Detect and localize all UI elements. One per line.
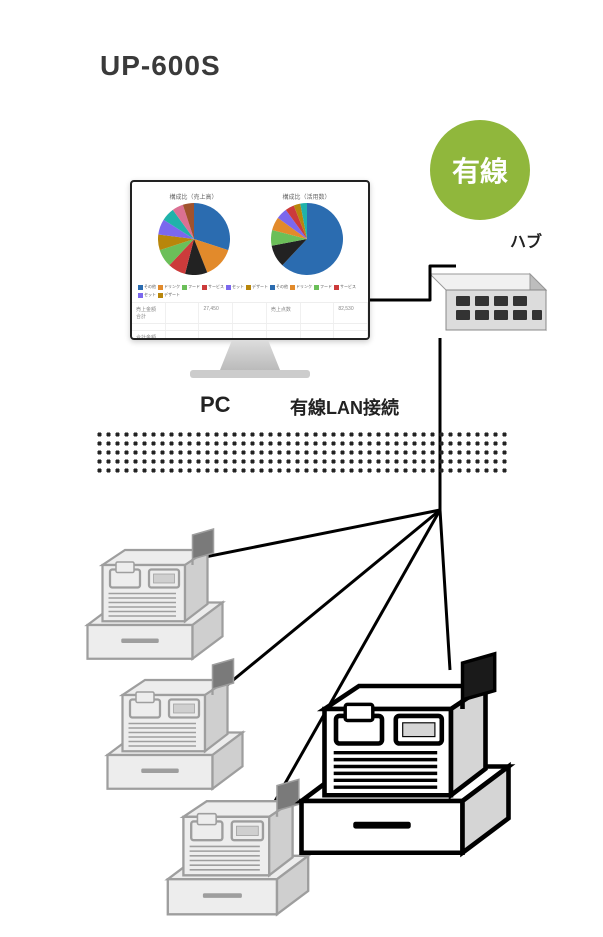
legend-item: ドリンク — [290, 284, 312, 290]
legend-item: サービス — [334, 284, 356, 290]
legend-item: サービス — [202, 284, 224, 290]
pie-1-svg — [158, 203, 230, 275]
legend-item: デザート — [246, 284, 268, 290]
hub-svg — [420, 260, 550, 340]
network-hub — [420, 260, 550, 340]
chart2-title: 構成比（活用数） — [271, 192, 343, 201]
chart1-title: 構成比（売上高） — [158, 192, 230, 201]
legend-item: セット — [138, 292, 156, 298]
legend-item: その他 — [138, 284, 156, 290]
product-title: UP-600S — [100, 50, 221, 82]
pie-chart-1: 構成比（売上高） — [158, 192, 230, 280]
hub-label: ハブ — [510, 228, 542, 252]
pc-label: PC — [200, 392, 231, 418]
monitor-stand — [220, 340, 280, 370]
table-row: 合計金額 — [132, 330, 368, 340]
wired-badge-text: 有線 — [452, 150, 508, 190]
legend-item: フード — [314, 284, 332, 290]
wired-badge: 有線 — [430, 120, 530, 220]
lan-label: 有線LAN接続 — [290, 394, 399, 420]
cash-register-primary — [290, 640, 520, 876]
table-row: 売上金額合計27,450売上点数82,530 — [132, 302, 368, 323]
pc-monitor: 構成比（売上高） 構成比（活用数） その他ドリンクフードサービスセットデザートそ… — [130, 180, 370, 378]
mini-table: 売上金額合計27,450売上点数82,530 合計金額 — [132, 302, 368, 340]
legend-item: デザート — [158, 292, 180, 298]
legend-item: セット — [226, 284, 244, 290]
pie-2-svg — [271, 203, 343, 275]
table-row — [132, 323, 368, 330]
legend-item: フード — [182, 284, 200, 290]
legend-item: その他 — [270, 284, 288, 290]
legend-1: その他ドリンクフードサービスセットデザートその他ドリンクフードサービスセットデザ… — [132, 284, 368, 298]
monitor-screen: 構成比（売上高） 構成比（活用数） その他ドリンクフードサービスセットデザートそ… — [130, 180, 370, 340]
legend-item: ドリンク — [158, 284, 180, 290]
cash-registers-group — [80, 500, 540, 930]
pie-chart-2: 構成比（活用数） — [271, 192, 343, 280]
dotted-divider — [95, 430, 510, 475]
monitor-base — [190, 370, 310, 378]
